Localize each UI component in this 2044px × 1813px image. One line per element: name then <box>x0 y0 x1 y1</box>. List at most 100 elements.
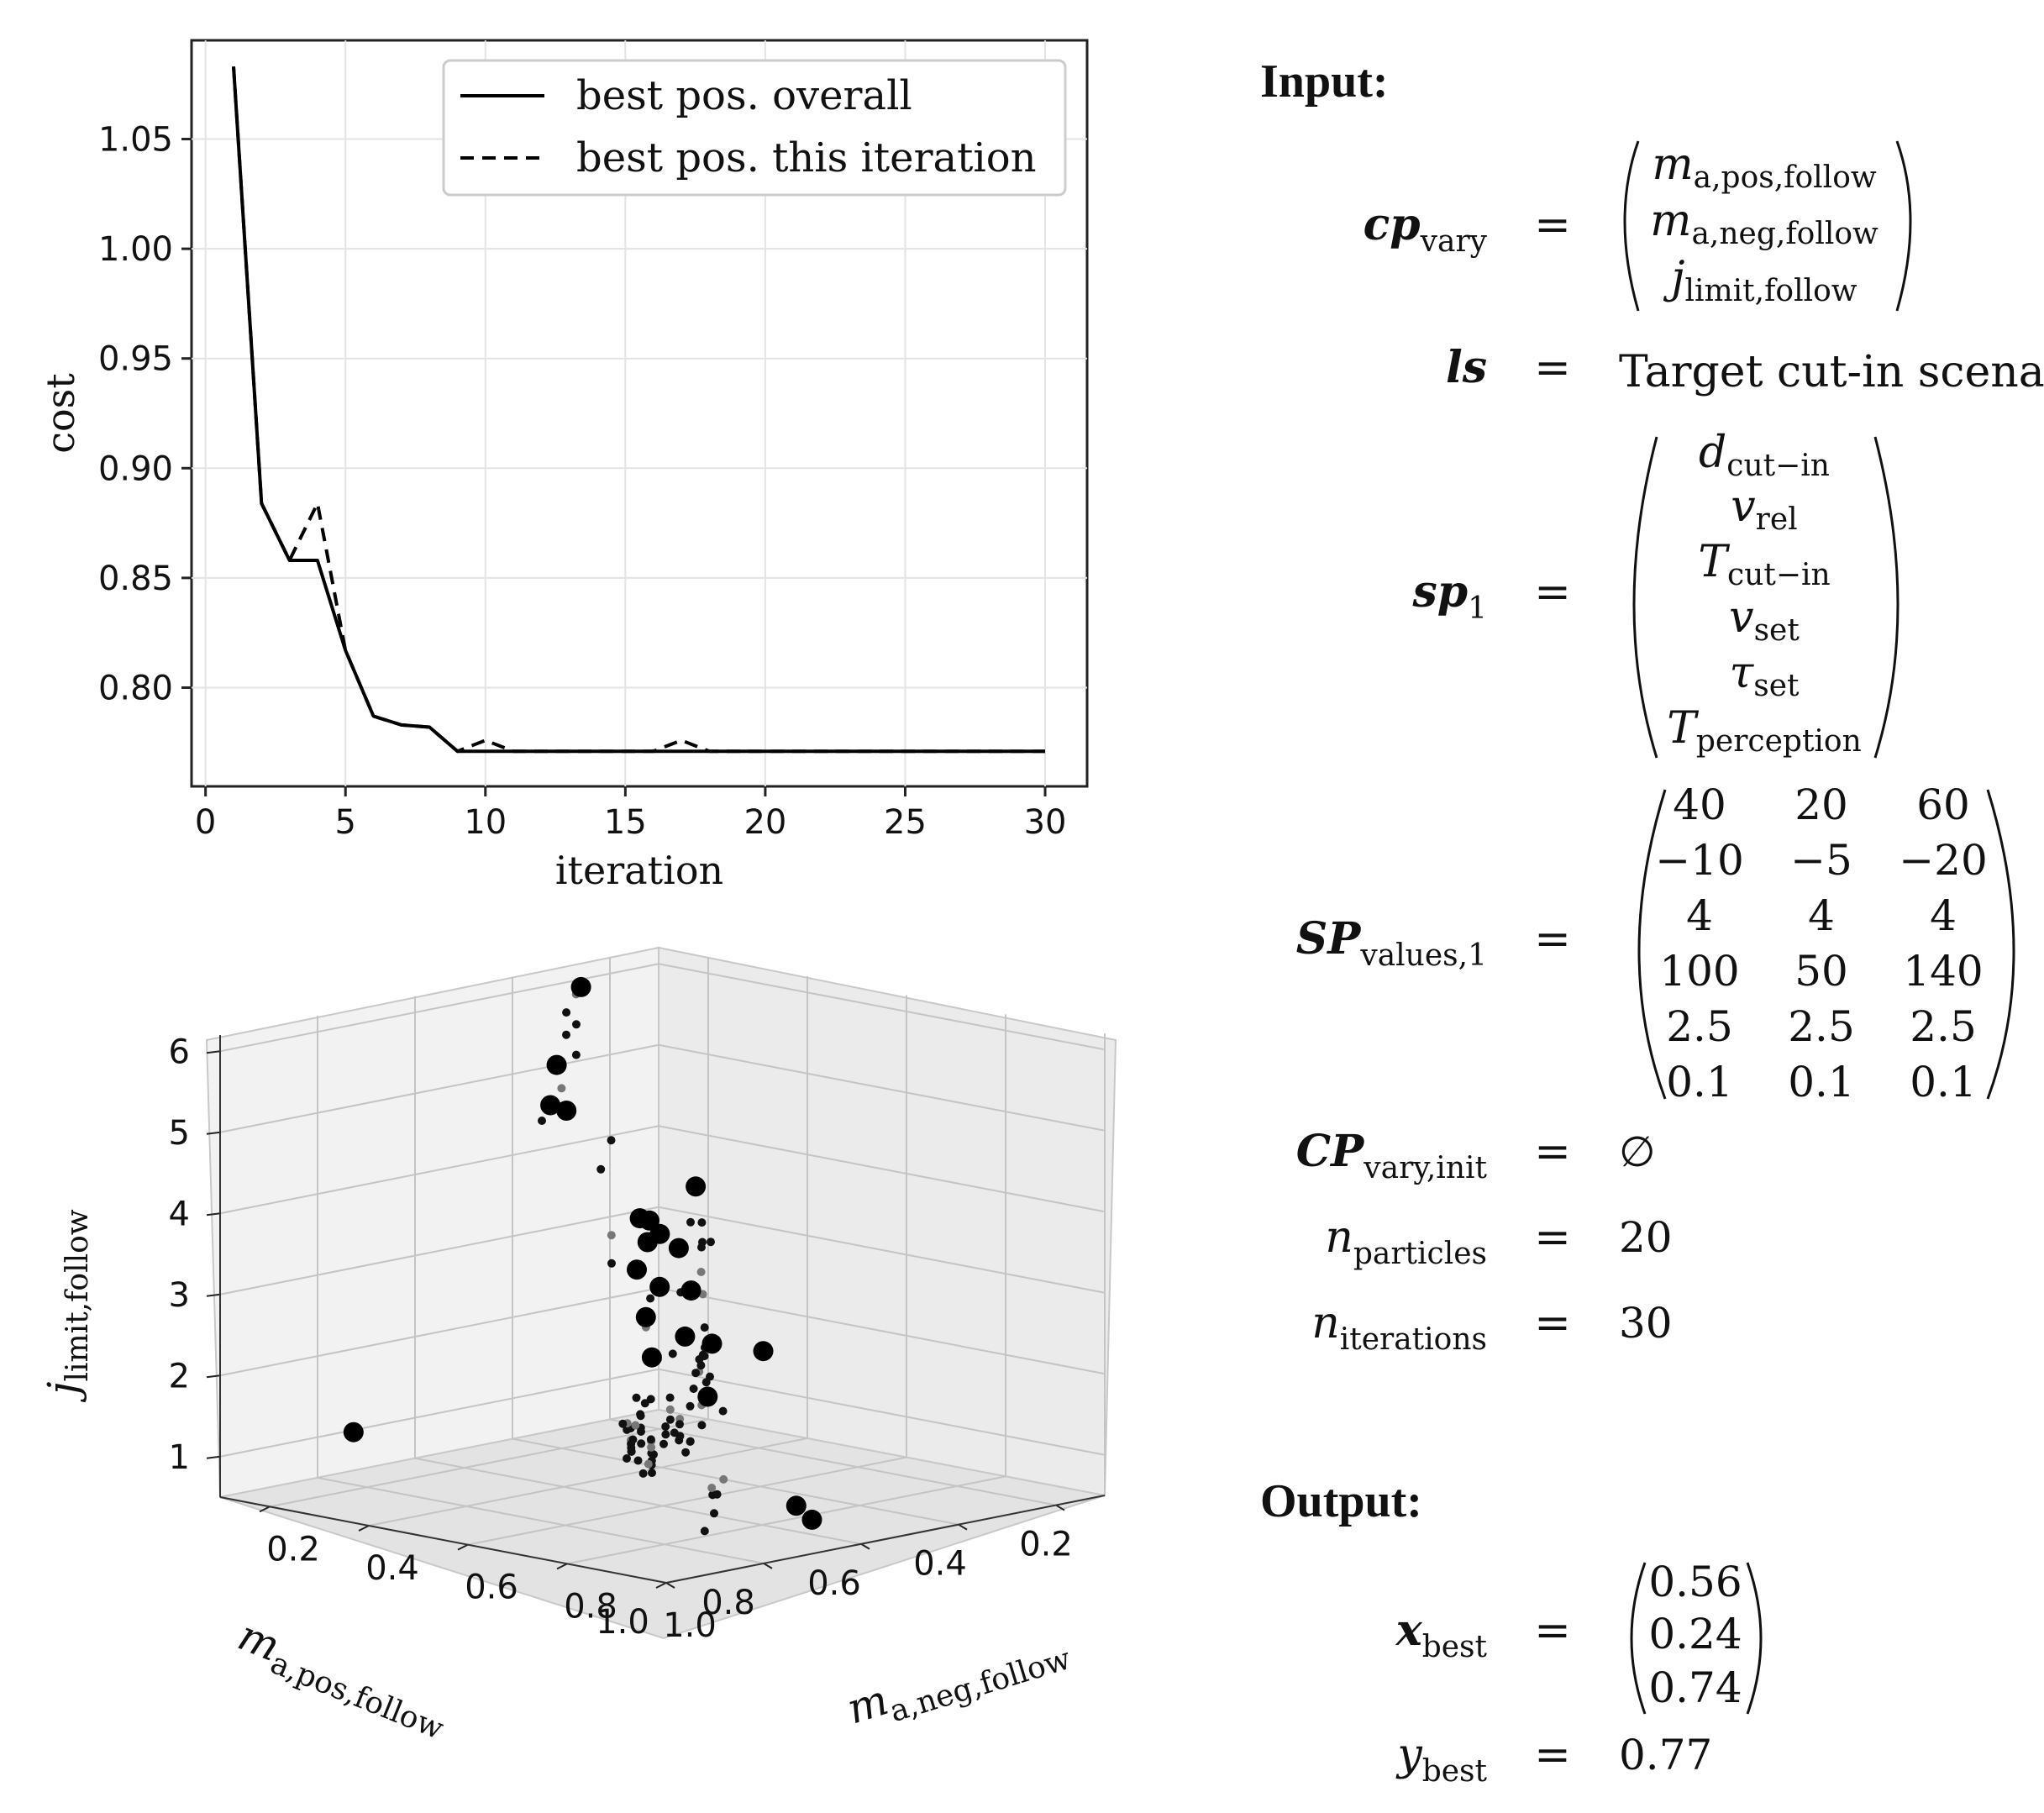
y-best-symbol: ybest <box>1395 1730 1487 1789</box>
ls-value: Target cut-in scenario <box>1619 347 2044 397</box>
cp-init-row: CPvary,init = ∅ <box>1296 1126 1656 1185</box>
y-tick-label: 0.80 <box>98 669 173 707</box>
cp-vary-entry: jlimit,follow <box>1663 253 1857 308</box>
line-chart-series <box>232 66 1045 754</box>
particle-point <box>557 1084 566 1093</box>
best-particle-point <box>570 976 591 997</box>
z-tick-mark <box>206 1455 221 1459</box>
particle-point <box>627 1447 636 1456</box>
z-tick-label: 1 <box>169 1438 190 1477</box>
sp1-entry: Tcut−in <box>1698 537 1830 592</box>
particle-point <box>710 1509 718 1518</box>
floor-grid-y <box>368 1437 808 1527</box>
x-tick-label: 0.4 <box>913 1545 967 1584</box>
particle-point <box>633 1456 643 1465</box>
z-tick-label: 3 <box>169 1276 190 1315</box>
y-axis-line <box>219 1496 667 1584</box>
x-best-entry: 0.74 <box>1648 1663 1742 1712</box>
particle-point <box>646 1395 655 1404</box>
particle-point <box>646 1435 655 1444</box>
z-axis-label: jlimit,follow <box>39 1209 95 1403</box>
cp-vary-left-paren <box>1623 140 1640 312</box>
y-tick-mark <box>358 1525 370 1532</box>
particle-point <box>668 1349 677 1358</box>
z-tick-mark <box>206 1212 221 1217</box>
sp-values-cell: 40 <box>1673 780 1726 829</box>
sp-values-cell: 140 <box>1903 947 1983 996</box>
series-best-overall-line <box>232 66 1045 754</box>
sp-values-cell: 0.1 <box>1666 1058 1733 1106</box>
particle-point <box>661 1422 670 1431</box>
y-tick-label: 1.0 <box>663 1606 717 1645</box>
particle-point <box>707 1238 715 1247</box>
sp1-entry: Tperception <box>1667 703 1862 759</box>
best-particle-point <box>540 1095 561 1116</box>
particle-point <box>644 1459 653 1469</box>
x-tick-label: 5 <box>334 803 355 842</box>
particle-point <box>700 1323 709 1332</box>
floor-grid-x <box>609 1418 1057 1506</box>
z-tick-mark <box>206 1374 221 1379</box>
particle-point <box>665 1393 675 1402</box>
sp-values-cell: −5 <box>1790 836 1852 885</box>
sp-values-right-paren <box>1986 789 2015 1100</box>
ls-symbol: ls <box>1446 342 1487 393</box>
x-tick-label: 1.0 <box>596 1603 649 1642</box>
y-tick-mark <box>655 1582 667 1589</box>
n-iterations-symbol: niterations <box>1311 1298 1487 1357</box>
y-tick-label: 0.2 <box>266 1530 320 1569</box>
best-particle-point <box>546 1054 567 1075</box>
best-particle-point <box>649 1223 670 1244</box>
wall-grid-z <box>219 1125 1106 1215</box>
particle-point <box>632 1393 641 1402</box>
output-heading: Output: <box>1260 1475 1422 1527</box>
cp-vary-equals: = <box>1534 200 1571 250</box>
best-particle-point <box>680 1280 701 1301</box>
y-tick-label: 0.6 <box>465 1569 518 1607</box>
sp1-entry: dcut−in <box>1699 428 1830 483</box>
floor-grid-x <box>414 1457 862 1545</box>
particle-point <box>675 1420 684 1429</box>
best-particle-point <box>786 1495 807 1516</box>
cp-vary-entry: ma,pos,follow <box>1652 139 1877 195</box>
sp1-entry: τset <box>1729 648 1800 703</box>
y-tick-mark <box>457 1543 469 1551</box>
y-tick-mark <box>259 1506 271 1513</box>
legend: best pos. overall best pos. this iterati… <box>442 59 1067 197</box>
particle-point <box>707 1484 717 1492</box>
x-best-right-paren <box>1746 1562 1763 1715</box>
x-tick-mark <box>665 1582 675 1589</box>
n-particles-symbol: nparticles <box>1325 1212 1487 1271</box>
legend-box <box>442 59 1067 197</box>
y-tick-label: 1.00 <box>98 230 173 269</box>
y-tick-label: 1.05 <box>98 121 173 160</box>
floor-grid-x <box>512 1437 959 1526</box>
sp-values-cell: 2.5 <box>1788 1002 1855 1051</box>
x-tick-mark <box>1055 1504 1065 1511</box>
sp-values-cell: 100 <box>1659 947 1739 996</box>
particle-point <box>665 1405 675 1414</box>
z-tick-mark <box>206 1293 221 1297</box>
best-particle-point <box>801 1509 822 1530</box>
particle-point <box>689 1385 698 1393</box>
floor-grid-y <box>566 1475 1006 1565</box>
line-chart-grid <box>192 40 1087 786</box>
particle-point <box>686 1401 695 1411</box>
particle-point <box>538 1117 546 1125</box>
floor-grid-y <box>467 1456 907 1546</box>
best-particle-point <box>701 1333 722 1354</box>
particle-point <box>686 1217 695 1227</box>
particle-point <box>719 1474 728 1484</box>
best-particle-point <box>343 1421 364 1443</box>
particle-point <box>607 1136 616 1145</box>
best-particle-point <box>627 1259 647 1280</box>
n-iterations-row: niterations = 30 <box>1311 1298 1672 1357</box>
x-best-equals: = <box>1534 1605 1571 1656</box>
particle-point <box>637 1439 646 1448</box>
particle-point <box>562 1030 570 1039</box>
particle-point <box>637 1427 645 1436</box>
cp-vary-row: cpvary = ma,pos,follow ma,neg,follow jli… <box>1364 139 1912 312</box>
x-tick-mark <box>860 1542 870 1550</box>
sp1-symbol: sp1 <box>1411 566 1487 626</box>
